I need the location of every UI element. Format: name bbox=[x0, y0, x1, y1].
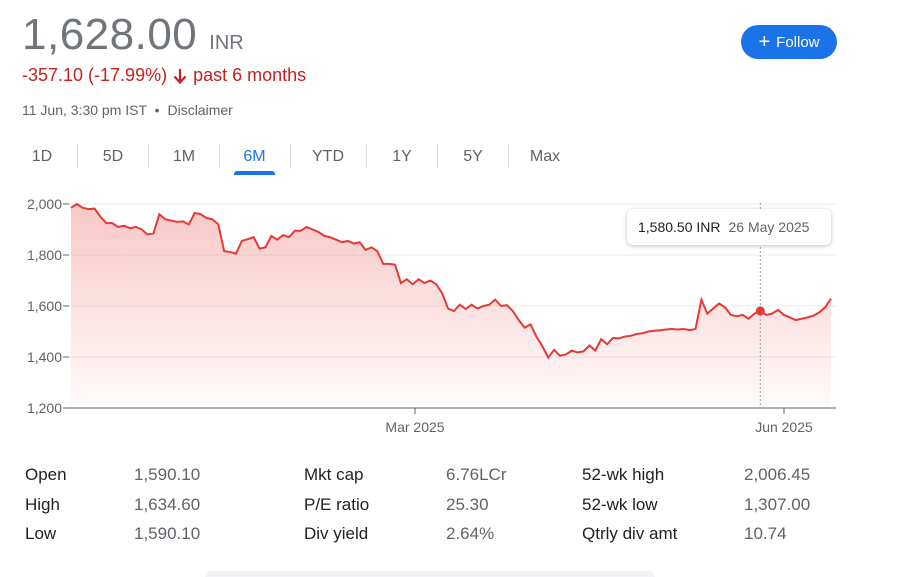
stat-low-value: 1,590.10 bbox=[134, 524, 201, 543]
tab-divider bbox=[366, 144, 367, 168]
tab-divider bbox=[77, 144, 78, 168]
stat-qtrly-div-value: 10.74 bbox=[744, 524, 787, 543]
stat-open-label: Open bbox=[25, 465, 67, 484]
tab-divider bbox=[508, 144, 509, 168]
quote-timestamp: 11 Jun, 3:30 pm IST bbox=[22, 102, 147, 118]
stat-pe-value: 25.30 bbox=[446, 495, 489, 514]
plus-icon: + bbox=[758, 31, 771, 53]
price-chart[interactable]: 2,000 1,800 1,600 1,400 1,200 Mar 2025 Jun 202… bbox=[0, 185, 906, 440]
x-tick-label: Mar 2025 bbox=[385, 419, 444, 435]
meta-separator: • bbox=[154, 102, 160, 118]
tab-ytd[interactable]: YTD bbox=[312, 148, 344, 165]
follow-button[interactable]: + Follow bbox=[741, 25, 837, 59]
tab-divider bbox=[290, 144, 291, 168]
tab-1m[interactable]: 1M bbox=[172, 148, 196, 165]
stat-mkt-cap-value: 6.76LCr bbox=[446, 465, 507, 484]
stat-mkt-cap-label: Mkt cap bbox=[304, 465, 364, 484]
price-change: -357.10 (-17.99%) past 6 months bbox=[22, 65, 306, 86]
stat-52wk-low-value: 1,307.00 bbox=[744, 495, 811, 514]
stat-high-label: High bbox=[25, 495, 60, 514]
stat-52wk-high-label: 52-wk high bbox=[582, 465, 665, 484]
chart-tooltip: 1,580.50 INR 26 May 2025 bbox=[627, 209, 831, 245]
x-tick-label: Jun 2025 bbox=[755, 419, 813, 435]
tab-6m[interactable]: 6M bbox=[234, 140, 275, 175]
current-price: 1,628.00 bbox=[22, 10, 198, 59]
y-tick-label: 1,800 bbox=[27, 247, 62, 263]
range-tabs: 1D 5D 1M 6M YTD 1Y 5Y Max bbox=[0, 140, 600, 176]
key-stats: Open 1,590.10 High 1,634.60 Low 1,590.10… bbox=[0, 460, 906, 550]
y-tick-label: 2,000 bbox=[27, 196, 62, 212]
change-value: -357.10 (-17.99%) bbox=[22, 65, 168, 85]
tab-divider bbox=[437, 144, 438, 168]
tab-5d[interactable]: 5D bbox=[102, 148, 124, 165]
price-line bbox=[70, 202, 832, 360]
stat-52wk-high-value: 2,006.45 bbox=[744, 465, 811, 484]
stat-qtrly-div-label: Qtrly div amt bbox=[582, 524, 678, 543]
highlight-point bbox=[755, 306, 765, 316]
stat-high-value: 1,634.60 bbox=[134, 495, 201, 514]
stat-pe-label: P/E ratio bbox=[304, 495, 370, 514]
y-tick-label: 1,400 bbox=[27, 349, 62, 365]
stat-open-value: 1,590.10 bbox=[134, 465, 201, 484]
y-tick-label: 1,200 bbox=[27, 400, 62, 416]
tab-1y[interactable]: 1Y bbox=[392, 148, 412, 165]
tooltip-price: 1,580.50 INR bbox=[638, 219, 721, 235]
y-tick-label: 1,600 bbox=[27, 298, 62, 314]
tab-divider bbox=[148, 144, 149, 168]
arrow-down-icon bbox=[173, 67, 187, 85]
stat-low-label: Low bbox=[25, 524, 57, 543]
follow-button-label: Follow bbox=[776, 33, 820, 51]
collapsed-panel-edge bbox=[205, 571, 655, 577]
tooltip-date: 26 May 2025 bbox=[728, 219, 810, 235]
stat-div-yield-label: Div yield bbox=[304, 524, 369, 543]
tab-max[interactable]: Max bbox=[529, 148, 561, 165]
currency-label: INR bbox=[209, 32, 244, 54]
tab-divider bbox=[219, 144, 220, 168]
disclaimer-link[interactable]: Disclaimer bbox=[167, 102, 233, 118]
stat-div-yield-value: 2.64% bbox=[446, 524, 495, 543]
tab-5y[interactable]: 5Y bbox=[463, 148, 483, 165]
quote-meta: 11 Jun, 3:30 pm IST • Disclaimer bbox=[22, 102, 233, 118]
stat-52wk-low-label: 52-wk low bbox=[582, 495, 658, 514]
price-header: 1,628.00 INR bbox=[22, 10, 244, 60]
price-area bbox=[71, 204, 831, 408]
tab-1d[interactable]: 1D bbox=[31, 148, 53, 165]
change-period: past 6 months bbox=[193, 65, 307, 85]
